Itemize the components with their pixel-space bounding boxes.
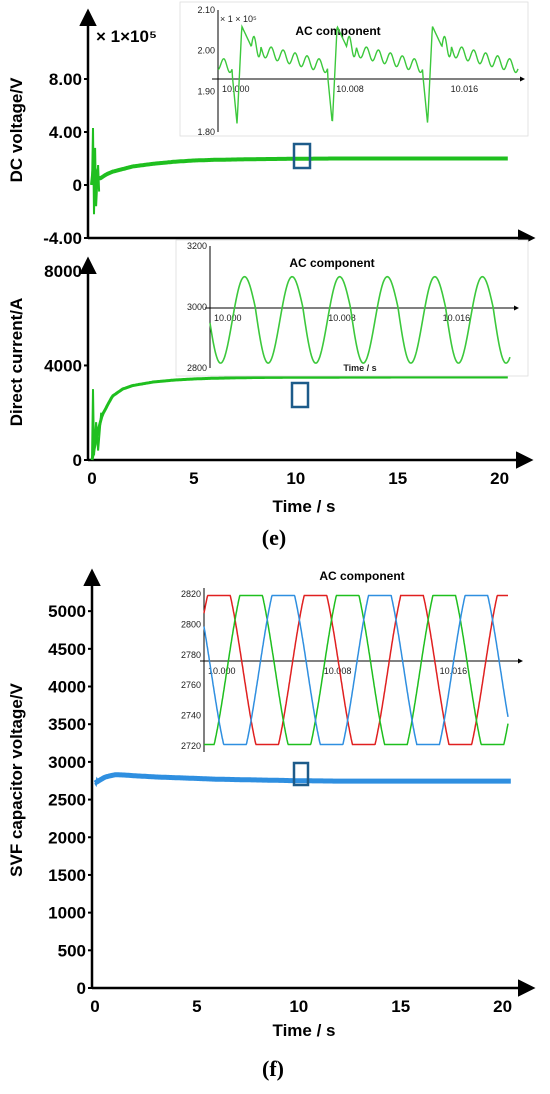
inset-multiplier: × 1 × 10⁵ [220, 14, 257, 24]
inset-y-tick-label: 3200 [187, 241, 207, 251]
zoom-marker [292, 761, 310, 787]
y-tick-label: 4000 [48, 678, 86, 697]
inset-ac-current-wave [209, 275, 511, 364]
inset-x-tick-label: 10.008 [336, 84, 364, 94]
panel-f: 5000450040003500300025002000150010005000… [7, 568, 536, 1040]
inset-y-tick-label: 3000 [187, 302, 207, 312]
inset-x-tick-label: 10.008 [328, 313, 356, 323]
inset-y-tick-label: 2820 [181, 589, 201, 599]
inset-x-tick-label: 10.000 [208, 666, 236, 676]
y-axis-label: DC voltage/V [7, 77, 26, 183]
y-tick-label: 0 [77, 979, 86, 998]
inset-y-tick-label: 2800 [187, 363, 207, 373]
inset-y-tick-label: 2780 [181, 650, 201, 660]
y-tick-label: 3000 [48, 753, 86, 772]
phase-c-wave [203, 594, 509, 746]
inset-y-tick-label: 2.10 [197, 5, 215, 15]
y-tick-label: 3500 [48, 715, 86, 734]
inset-title: AC component [295, 24, 380, 38]
inset-dc-voltage: AC component × 1 × 10⁵ 2.10 2.00 1.90 1.80 1… [179, 1, 529, 137]
inset-y-tick-label: 1.80 [197, 127, 215, 137]
phase-a-wave [203, 594, 508, 746]
inset-y-tick-label: 2.00 [197, 46, 215, 56]
x-tick-label: 0 [90, 997, 99, 1016]
y-tick-label: 1000 [48, 904, 86, 923]
y-tick-label: 0 [73, 451, 82, 470]
y-tick-label: 4.00 [49, 123, 82, 142]
y-tick-label: 0 [73, 176, 82, 195]
series-svf-voltage [93, 772, 512, 786]
x-tick-label: 10 [289, 997, 308, 1016]
panel-e-bottom: 8000 4000 00 5 10 15 20 Direct current/A Time … [7, 256, 534, 516]
startup-transient [94, 776, 100, 788]
inset-x-tick-label: 10.000 [214, 313, 242, 323]
x-tick-label: 5 [192, 997, 201, 1016]
inset-x-tick-label: 10.016 [440, 666, 468, 676]
multiplier-label: × 1×10⁵ [96, 27, 157, 46]
x-axis-label: Time / s [273, 497, 336, 516]
y-tick-label: 1500 [48, 866, 86, 885]
inset-title: AC component [289, 256, 374, 270]
caption-e: (e) [262, 525, 286, 550]
y-tick-label: 5000 [48, 602, 86, 621]
inset-ac-voltage-wave [217, 24, 519, 124]
startup-transient [91, 389, 103, 461]
zoom-marker [290, 381, 310, 409]
y-tick-label: 2500 [48, 791, 86, 810]
x-axis-label: Time / s [273, 1021, 336, 1040]
inset-title: AC component [319, 569, 404, 583]
phase-b-wave [204, 594, 509, 746]
inset-direct-current: AC component Time / s 3200 3000 2800 10.000… [175, 239, 529, 377]
inset-y-tick-label: 2720 [181, 741, 201, 751]
y-axis-label: SVF capacitor voltage/V [7, 683, 26, 877]
x-tick-label: 15 [388, 469, 407, 488]
x-tick-label: 20 [490, 469, 509, 488]
x-tick-label: 20 [493, 997, 512, 1016]
y-tick-label: 500 [58, 941, 86, 960]
y-tick-label: -4.00 [43, 229, 82, 248]
inset-x-label: Time / s [343, 363, 376, 373]
y-axis-label: Direct current/A [7, 298, 26, 426]
inset-y-tick-label: 1.90 [197, 86, 215, 96]
panel-e-top: 8.00 4.00 0 -4.00 × 1×10⁵ DC voltage/V [7, 8, 536, 248]
y-tick-label: 8.00 [49, 70, 82, 89]
inset-y-tick-label: 2760 [181, 680, 201, 690]
inset-y-tick-label: 2800 [181, 619, 201, 629]
caption-f: (f) [262, 1056, 284, 1081]
series-dc-voltage [90, 156, 509, 186]
series-direct-current [90, 375, 508, 461]
y-tick-label: 2000 [48, 828, 86, 847]
zoom-marker [292, 142, 312, 170]
inset-x-tick-label: 10.016 [443, 313, 471, 323]
startup-transient [91, 127, 101, 215]
inset-y-tick-label: 2740 [181, 711, 201, 721]
x-tick-label: 0 [87, 469, 96, 488]
y-tick-label: 4000 [44, 356, 82, 375]
x-tick-label: 5 [189, 469, 198, 488]
y-tick-label: 8000 [44, 262, 82, 281]
inset-x-tick-label: 10.000 [222, 84, 250, 94]
inset-svf-voltage: AC component 2820 2800 2780 2760 2740 2720 10.… [181, 569, 523, 752]
inset-x-tick-label: 10.008 [324, 666, 352, 676]
y-tick-label: 4500 [48, 640, 86, 659]
x-tick-label: 15 [391, 997, 410, 1016]
x-tick-label: 10 [286, 469, 305, 488]
inset-x-tick-label: 10.016 [451, 84, 479, 94]
